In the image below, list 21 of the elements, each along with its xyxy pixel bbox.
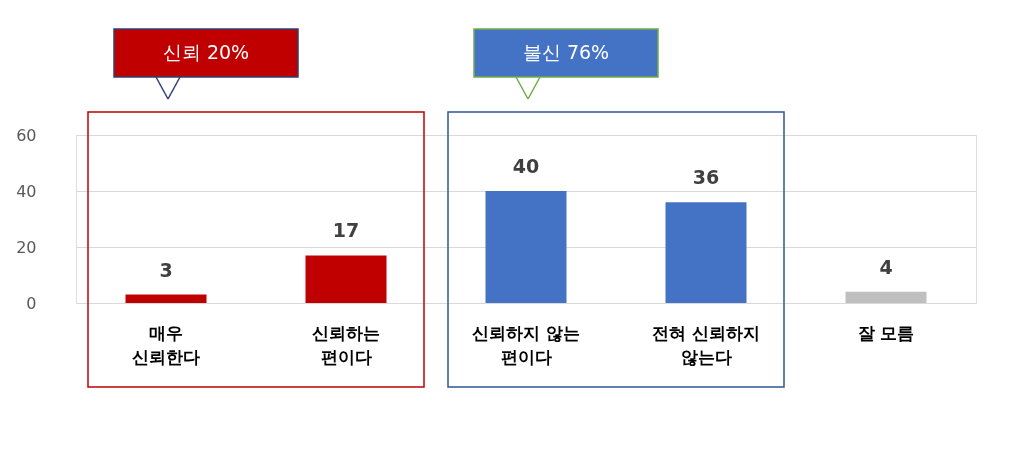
data-label: 40 bbox=[512, 155, 540, 177]
data-label: 36 bbox=[692, 166, 720, 189]
bar bbox=[125, 294, 207, 303]
bar bbox=[305, 255, 387, 303]
y-tick-label: 40 bbox=[16, 181, 37, 201]
data-label: 3 bbox=[159, 258, 173, 281]
x-tick-label: 신뢰하는 편이다 bbox=[312, 322, 380, 367]
x-tick-label: 잘 모름 bbox=[857, 322, 915, 343]
text: 신뢰 20% bbox=[162, 41, 250, 63]
data-label: 4 bbox=[879, 255, 893, 278]
text: 불신 76% bbox=[522, 41, 610, 63]
y-tick-label: 60 bbox=[16, 125, 37, 145]
bar bbox=[665, 202, 747, 303]
y-tick-label: 0 bbox=[26, 293, 37, 313]
bar bbox=[845, 291, 927, 303]
bar bbox=[485, 191, 567, 303]
x-tick-label: 신뢰하지 않는 편이다 bbox=[472, 322, 580, 367]
y-tick-label: 20 bbox=[16, 237, 37, 257]
x-tick-label: 전혀 신뢰하지 않는다 bbox=[652, 322, 760, 367]
x-tick-label: 매우 신뢰한다 bbox=[132, 322, 200, 367]
data-label: 17 bbox=[332, 219, 360, 242]
